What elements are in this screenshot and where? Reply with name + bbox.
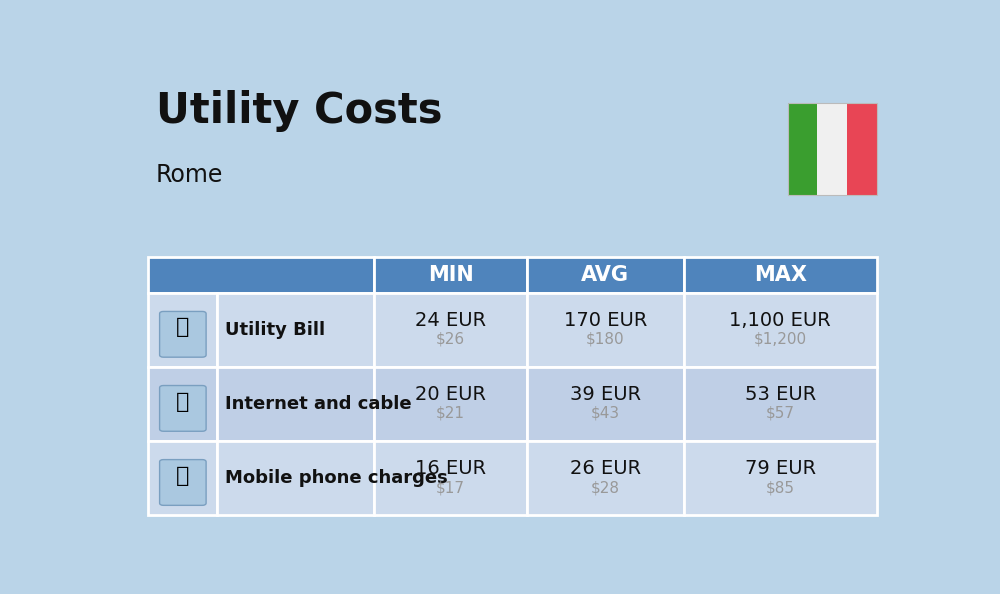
Text: 📱: 📱 [176, 466, 190, 486]
Text: $1,200: $1,200 [754, 332, 807, 347]
FancyBboxPatch shape [847, 103, 877, 195]
Text: MAX: MAX [754, 264, 807, 285]
FancyBboxPatch shape [527, 366, 684, 441]
FancyBboxPatch shape [684, 366, 877, 441]
FancyBboxPatch shape [684, 257, 877, 293]
Text: $17: $17 [436, 480, 465, 495]
Text: $21: $21 [436, 406, 465, 421]
Text: Utility Costs: Utility Costs [156, 90, 442, 132]
Text: 16 EUR: 16 EUR [415, 459, 486, 478]
FancyBboxPatch shape [217, 366, 374, 441]
Text: 📶: 📶 [176, 391, 190, 412]
FancyBboxPatch shape [374, 441, 527, 515]
FancyBboxPatch shape [817, 103, 847, 195]
FancyBboxPatch shape [684, 293, 877, 366]
Text: MIN: MIN [428, 264, 473, 285]
Text: $43: $43 [591, 406, 620, 421]
FancyBboxPatch shape [684, 441, 877, 515]
FancyBboxPatch shape [374, 257, 527, 293]
FancyBboxPatch shape [217, 441, 374, 515]
Text: 170 EUR: 170 EUR [564, 311, 647, 330]
Text: Rome: Rome [156, 163, 223, 187]
Text: 24 EUR: 24 EUR [415, 311, 486, 330]
Text: 20 EUR: 20 EUR [415, 385, 486, 404]
FancyBboxPatch shape [527, 441, 684, 515]
FancyBboxPatch shape [148, 257, 374, 293]
FancyBboxPatch shape [160, 386, 206, 431]
FancyBboxPatch shape [374, 293, 527, 366]
Text: $85: $85 [766, 480, 795, 495]
Text: 39 EUR: 39 EUR [570, 385, 641, 404]
FancyBboxPatch shape [148, 366, 217, 441]
Text: 1,100 EUR: 1,100 EUR [729, 311, 831, 330]
Text: Mobile phone charges: Mobile phone charges [225, 469, 448, 487]
Text: Utility Bill: Utility Bill [225, 321, 325, 339]
Text: Internet and cable: Internet and cable [225, 395, 412, 413]
FancyBboxPatch shape [160, 460, 206, 505]
FancyBboxPatch shape [160, 311, 206, 357]
Text: $57: $57 [766, 406, 795, 421]
FancyBboxPatch shape [217, 293, 374, 366]
FancyBboxPatch shape [148, 441, 217, 515]
Text: $26: $26 [436, 332, 465, 347]
Text: 🔌: 🔌 [176, 317, 190, 337]
Text: AVG: AVG [581, 264, 629, 285]
Text: $180: $180 [586, 332, 625, 347]
FancyBboxPatch shape [788, 103, 817, 195]
FancyBboxPatch shape [374, 366, 527, 441]
FancyBboxPatch shape [148, 293, 217, 366]
Text: $28: $28 [591, 480, 620, 495]
Text: 79 EUR: 79 EUR [745, 459, 816, 478]
Text: 26 EUR: 26 EUR [570, 459, 641, 478]
Text: 53 EUR: 53 EUR [745, 385, 816, 404]
FancyBboxPatch shape [527, 293, 684, 366]
FancyBboxPatch shape [527, 257, 684, 293]
